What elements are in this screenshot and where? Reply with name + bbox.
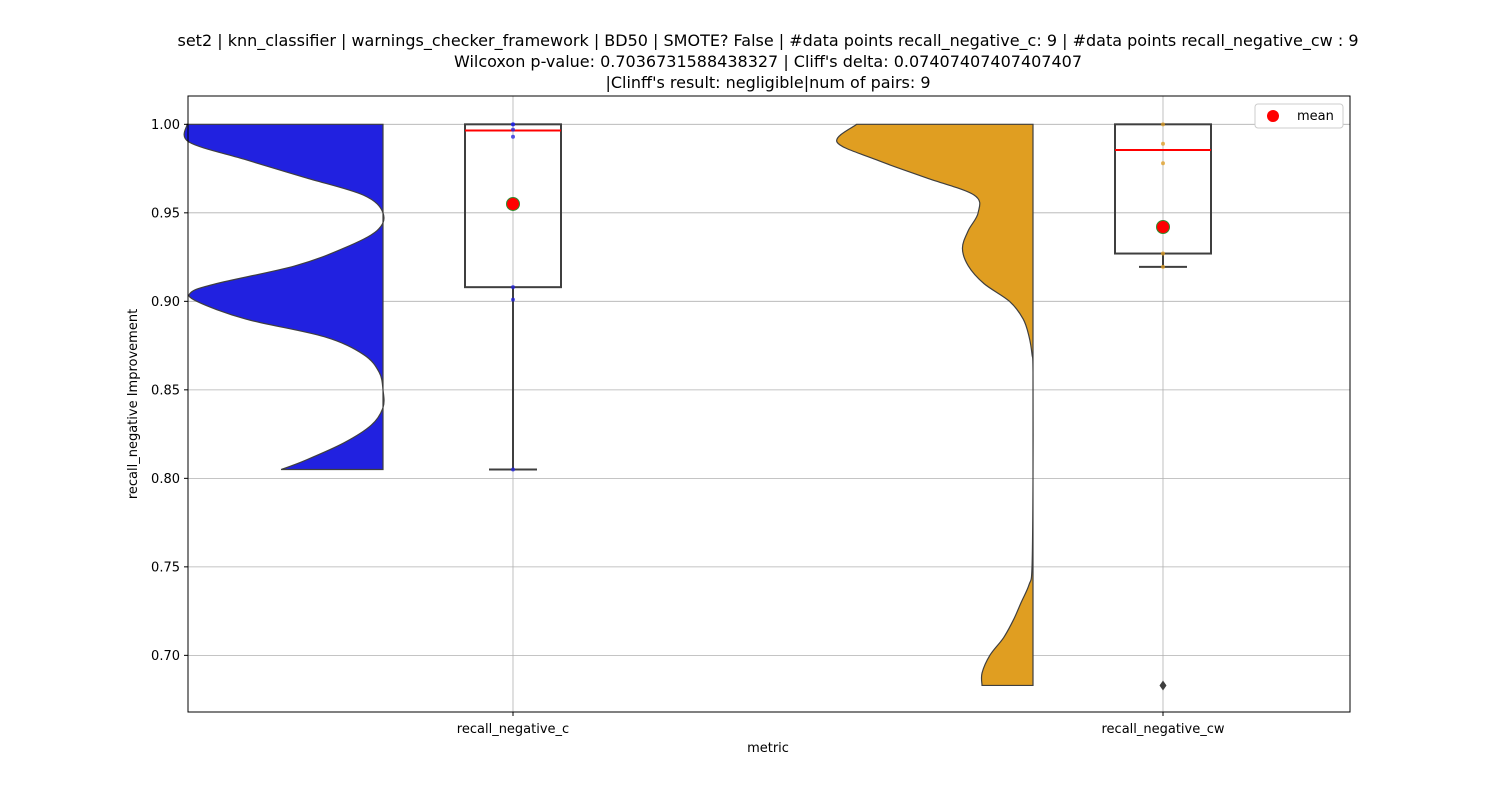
data-point — [511, 122, 515, 127]
y-tick-label: 0.80 — [151, 472, 180, 487]
chart-title: set2 | knn_classifier | warnings_checker… — [178, 31, 1359, 92]
mean-markers — [506, 196, 1170, 234]
data-point — [1161, 264, 1165, 269]
y-tick-label: 0.90 — [151, 295, 180, 310]
data-point — [511, 297, 515, 302]
y-tick-label: 1.00 — [151, 118, 180, 133]
y-axis-ticks: 0.70 0.75 0.80 0.85 0.90 0.95 1.00 — [151, 118, 188, 664]
title-line-2: Wilcoxon p-value: 0.7036731588438327 | C… — [454, 52, 1082, 71]
y-tick-label: 0.85 — [151, 383, 180, 398]
data-point — [511, 127, 515, 132]
title-line-1: set2 | knn_classifier | warnings_checker… — [178, 31, 1359, 51]
data-point — [1161, 251, 1165, 256]
data-point — [511, 134, 515, 139]
violin-recall-negative-c — [183, 123, 385, 471]
legend-mean-label: mean — [1297, 109, 1334, 124]
axes-frame — [187, 95, 1351, 713]
legend-mean-marker — [1267, 110, 1279, 122]
boxplots — [464, 123, 1212, 471]
data-point — [1161, 161, 1165, 166]
y-axis-label: recall_negative Improvement — [126, 309, 141, 499]
title-line-3: |Clinff's result: negligible|num of pair… — [605, 73, 930, 92]
data-point — [1161, 141, 1165, 146]
violins — [183, 123, 1034, 687]
x-axis-ticks: recall_negative_c recall_negative_cw — [457, 712, 1225, 737]
mean-marker — [1156, 219, 1170, 234]
y-tick-label: 0.95 — [151, 206, 180, 221]
data-points — [511, 122, 1167, 691]
x-tick-label-recall-negative-cw: recall_negative_cw — [1101, 722, 1224, 737]
data-point — [1161, 122, 1165, 127]
mean-marker — [506, 196, 520, 211]
violin-recall-negative-cw — [836, 123, 1034, 687]
legend[interactable]: mean — [1254, 103, 1344, 129]
outlier-point — [1159, 680, 1167, 691]
y-tick-label: 0.70 — [151, 649, 180, 664]
x-axis-label: metric — [747, 741, 789, 756]
data-point — [511, 285, 515, 290]
data-point — [511, 467, 515, 472]
x-tick-label-recall-negative-c: recall_negative_c — [457, 722, 569, 737]
y-tick-label: 0.75 — [151, 560, 180, 575]
legend-frame — [1254, 103, 1344, 129]
